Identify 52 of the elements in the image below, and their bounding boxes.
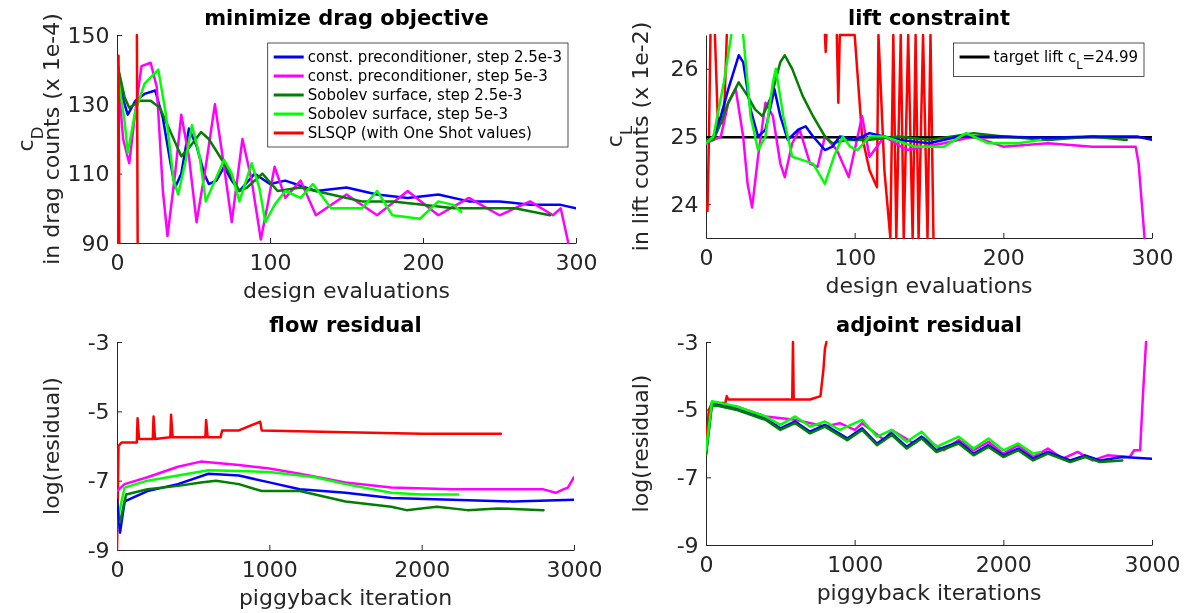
y-axis-title: log(residual) [39,377,64,515]
legend-label: const. preconditioner, step 2.5e-3 [307,48,562,66]
x-tick-label: 2000 [394,557,451,583]
x-tick-label: 300 [1131,245,1174,271]
y-tick-label: 110 [67,161,110,187]
line-series [117,460,574,495]
y-tick-label: -7 [676,464,699,490]
x-tick-label: 1000 [241,557,298,583]
line-series [117,413,503,552]
x-axis-title: design evaluations [242,278,451,303]
x-tick-label: 0 [110,250,125,276]
y-tick-label: -3 [676,329,699,355]
chart-title: minimize drag objective [204,6,489,30]
y-tick-label: 90 [81,230,110,256]
x-tick-label: 300 [555,250,598,276]
y-tick-label: 24 [670,191,699,217]
legend-label: target lift c$_{L}$=24.99 [993,48,1138,72]
chart-title: adjoint residual [836,313,1022,337]
y-tick-label: -7 [87,468,110,494]
y-tick-label: -3 [87,329,110,355]
legend-label: Sobolev surface, step 2.5e-3 [307,86,523,104]
y-tick-label: 130 [67,91,110,117]
legend-label: const. preconditioner, step 5e-3 [307,67,548,85]
line-series [117,472,574,534]
x-tick-label: 200 [982,245,1025,271]
x-tick-label: 0 [110,557,125,583]
y-tick-label: -9 [676,532,699,558]
line-series [706,399,1042,455]
chart-title: lift constraint [848,6,1010,30]
x-tick-label: 2000 [975,552,1032,578]
line-series [118,479,545,524]
x-tick-label: 100 [249,250,292,276]
x-tick-label: 0 [699,552,714,578]
y-tick-label: 25 [670,124,699,150]
x-tick-label: 200 [402,250,445,276]
y-tick-label: -9 [87,537,110,563]
chart-title: flow residual [269,313,422,337]
x-axis-title: piggyback iterations [816,580,1042,605]
x-tick-label: 3000 [1124,552,1181,578]
legend-label: Sobolev surface, step 5e-3 [307,105,509,123]
x-tick-label: 100 [834,245,877,271]
x-axis-title: design evaluations [825,273,1033,298]
x-axis-title: piggyback iteration [238,585,453,610]
y-tick-label: -5 [676,397,699,423]
legend-label: SLSQP (with One Shot values) [307,124,532,142]
y-tick-label: 26 [670,56,699,82]
y-tick-label: 150 [67,22,110,48]
x-tick-label: 0 [699,245,714,271]
y-tick-label: -5 [87,398,110,424]
x-tick-label: 1000 [827,552,884,578]
y-axis-title: log(residual) [628,374,653,513]
x-tick-label: 3000 [546,557,603,583]
